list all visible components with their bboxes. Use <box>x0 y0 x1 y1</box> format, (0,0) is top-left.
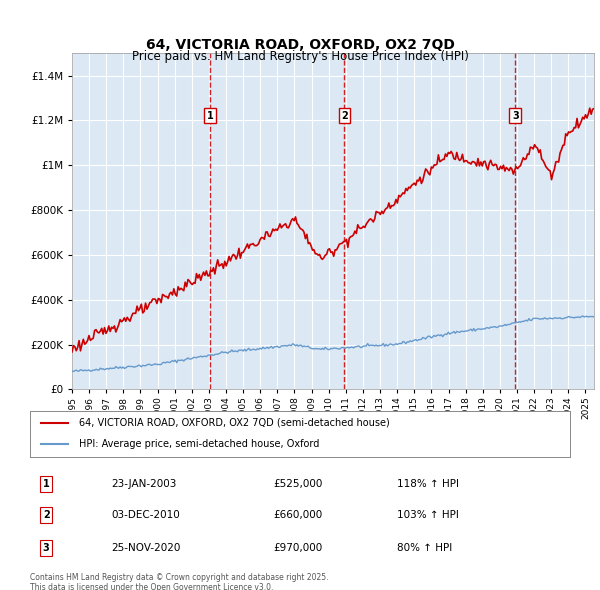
Text: This data is licensed under the Open Government Licence v3.0.: This data is licensed under the Open Gov… <box>30 583 274 590</box>
Text: 118% ↑ HPI: 118% ↑ HPI <box>397 479 459 489</box>
Text: 64, VICTORIA ROAD, OXFORD, OX2 7QD: 64, VICTORIA ROAD, OXFORD, OX2 7QD <box>146 38 454 53</box>
Text: £525,000: £525,000 <box>273 479 322 489</box>
Text: 80% ↑ HPI: 80% ↑ HPI <box>397 543 452 553</box>
Text: 03-DEC-2010: 03-DEC-2010 <box>111 510 180 520</box>
Text: Price paid vs. HM Land Registry's House Price Index (HPI): Price paid vs. HM Land Registry's House … <box>131 50 469 63</box>
Text: 2: 2 <box>341 111 348 121</box>
Text: 1: 1 <box>206 111 214 121</box>
Text: HPI: Average price, semi-detached house, Oxford: HPI: Average price, semi-detached house,… <box>79 440 319 450</box>
Text: £970,000: £970,000 <box>273 543 322 553</box>
Text: 3: 3 <box>512 111 518 121</box>
Text: £660,000: £660,000 <box>273 510 322 520</box>
Text: 3: 3 <box>43 543 50 553</box>
Text: 25-NOV-2020: 25-NOV-2020 <box>111 543 181 553</box>
Text: 103% ↑ HPI: 103% ↑ HPI <box>397 510 459 520</box>
Text: 23-JAN-2003: 23-JAN-2003 <box>111 479 176 489</box>
Text: 2: 2 <box>43 510 50 520</box>
Text: Contains HM Land Registry data © Crown copyright and database right 2025.: Contains HM Land Registry data © Crown c… <box>30 573 329 582</box>
Text: 1: 1 <box>43 479 50 489</box>
Text: 64, VICTORIA ROAD, OXFORD, OX2 7QD (semi-detached house): 64, VICTORIA ROAD, OXFORD, OX2 7QD (semi… <box>79 418 389 428</box>
